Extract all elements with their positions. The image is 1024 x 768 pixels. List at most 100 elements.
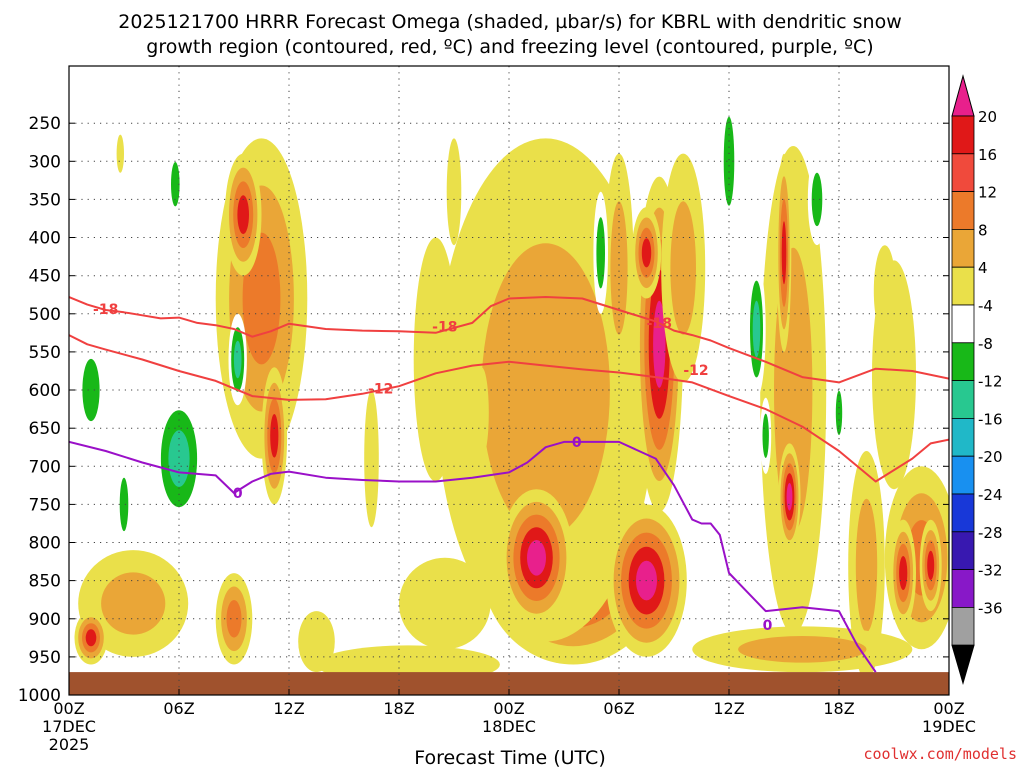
omega-contour-8-level-1	[101, 572, 166, 635]
omega-contour-20-level-1	[723, 116, 735, 206]
y-tick-label-400: 400	[29, 229, 61, 249]
series-2-label-0: 0	[233, 486, 243, 502]
colorbar-label-0: 20	[978, 108, 997, 126]
y-tick-label-900: 900	[29, 610, 61, 630]
omega-contour-23-level-3	[781, 221, 787, 285]
chart-title-line1: 2025121700 HRRR Forecast Omega (shaded, …	[118, 11, 902, 33]
omega-contour-9-level-3	[85, 629, 97, 647]
series-0-label-2: -18	[647, 316, 672, 332]
y-tick-label-800: 800	[29, 534, 61, 554]
colorbar-top-arrow	[951, 74, 975, 117]
omega-contour-38-level-0	[873, 245, 896, 337]
y-tick-label-700: 700	[29, 457, 61, 477]
x-axis-title: Forecast Time (UTC)	[414, 747, 605, 768]
colorbar: 20 16 12 8 4 -4 -8 -12 -16 -20 -24 -28 -32 -36	[951, 74, 1003, 685]
colorbar-swatch-2	[951, 191, 975, 230]
colorbar-bottom-arrow	[951, 644, 975, 685]
x-tick-label-4-0: 00Z	[493, 699, 524, 718]
colorbar-swatch-4	[951, 266, 975, 306]
colorbar-label-12: -32	[978, 562, 1003, 580]
x-tick-label-2-0: 12Z	[273, 699, 304, 718]
series-2-label-2: 0	[763, 618, 773, 634]
omega-contour-40-level-1	[835, 390, 843, 436]
series-line-2	[69, 440, 877, 673]
x-tick-label-5-0: 06Z	[603, 699, 634, 718]
omega-contour-17-level-3	[641, 238, 652, 268]
series-0-label-1: -18	[432, 320, 457, 336]
colorbar-swatch-6	[951, 342, 975, 381]
omega-contour-31-level-0	[364, 390, 379, 528]
colorbar-label-9: -20	[978, 448, 1003, 466]
y-tick-label-500: 500	[29, 305, 61, 325]
colorbar-swatch-1	[951, 153, 975, 193]
colorbar-swatch-9	[951, 455, 975, 495]
omega-contour-42-level-1	[762, 413, 769, 458]
omega-contour-3-level-3	[270, 414, 279, 458]
omega-contour-10-level-2	[226, 600, 242, 638]
series-line-1	[69, 334, 949, 483]
y-tick-label-550: 550	[29, 343, 61, 363]
omega-contour-1-level-3	[237, 195, 249, 235]
colorbar-label-10: -24	[978, 486, 1003, 504]
colorbar-label-8: -16	[978, 410, 1003, 428]
colorbar-label-1: 16	[978, 146, 997, 164]
omega-contour-34-level-0	[399, 557, 491, 650]
y-tick-label-300: 300	[29, 152, 61, 172]
x-tick-label-7-0: 18Z	[823, 699, 854, 718]
omega-contour-41-level-0	[474, 367, 489, 459]
x-tick-label-8-0: 00Z	[933, 699, 964, 718]
omega-contour-28-level-3	[899, 556, 908, 590]
x-tick-label-3-0: 18Z	[383, 699, 414, 718]
y-tick-label-1000: 1000	[18, 686, 61, 706]
omega-contour-33-level-0	[446, 138, 462, 246]
omega-contour-2-level-2	[233, 340, 242, 379]
x-tick-label-0-1: 17DEC	[42, 717, 96, 736]
credit-text: coolwx.com/models	[863, 745, 1017, 763]
series-0-label-0: -18	[93, 302, 118, 318]
colorbar-label-2: 12	[978, 184, 997, 202]
y-tick-label-350: 350	[29, 190, 61, 210]
colorbar-swatch-5	[951, 304, 975, 344]
y-tick-label-750: 750	[29, 495, 61, 515]
plot-area: -18 -18 -18 -12 -12 0 0 0	[68, 65, 950, 696]
omega-contour-19-level-1	[610, 201, 628, 335]
colorbar-swatch-11	[951, 531, 975, 570]
colorbar-swatch-8	[951, 417, 975, 457]
omega-contour-5-level-1	[82, 358, 100, 422]
y-tick-label-600: 600	[29, 381, 61, 401]
omega-contour-14-level-4	[527, 540, 546, 576]
x-tick-label-4-1: 18DEC	[482, 717, 536, 736]
colorbar-label-4: 4	[978, 259, 988, 277]
omega-contour-21-level-1	[596, 217, 605, 289]
colorbar-label-13: -36	[978, 599, 1003, 617]
y-tick-label-650: 650	[29, 419, 61, 439]
colorbar-label-6: -8	[978, 335, 993, 353]
omega-contour-29-level-3	[927, 550, 935, 581]
y-axis: 250 300 350 400 450 500 550 600 650 700 750 800 850 9…	[18, 114, 949, 706]
series-1-label-0: -12	[368, 382, 393, 398]
x-tick-label-6-0: 12Z	[713, 699, 744, 718]
y-tick-label-450: 450	[29, 267, 61, 287]
omega-contour-32-level-0	[413, 237, 458, 482]
x-tick-label-8-1: 19DEC	[922, 717, 976, 736]
series-line-0	[69, 296, 949, 384]
omega-contour-39-level-1	[738, 636, 867, 663]
omega-contour-26-level-1	[811, 172, 823, 227]
colorbar-swatch-3	[951, 228, 975, 268]
omega-contour-18-level-1	[670, 201, 696, 335]
colorbar-label-5: -4	[978, 297, 993, 315]
series-2-label-1: 0	[572, 435, 582, 451]
omega-contour-25-level-2	[752, 300, 761, 358]
omega-contour-37-level-1	[855, 498, 878, 633]
y-tick-label-250: 250	[29, 114, 61, 134]
x-tick-label-0-2: 2025	[49, 735, 90, 754]
colorbar-label-11: -28	[978, 524, 1003, 542]
omega-contour-24-level-4	[786, 483, 793, 511]
colorbar-label-3: 8	[978, 221, 988, 239]
x-tick-label-0-0: 00Z	[53, 699, 84, 718]
x-tick-label-1-0: 06Z	[163, 699, 194, 718]
chart-title-line2: growth region (contoured, red, ºC) and f…	[146, 36, 873, 58]
omega-contour-13-level-1	[481, 243, 610, 537]
y-tick-label-850: 850	[29, 572, 61, 592]
